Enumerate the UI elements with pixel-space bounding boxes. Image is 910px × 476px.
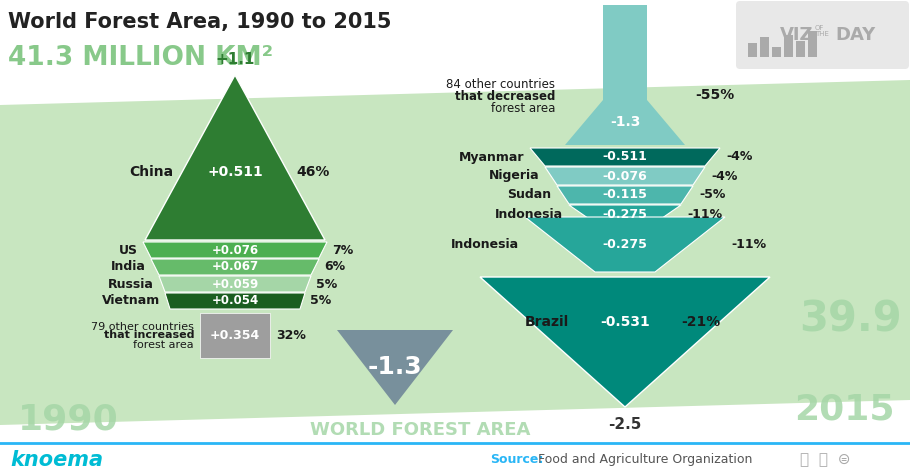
Text: China: China [130, 166, 174, 179]
Polygon shape [565, 100, 685, 145]
Text: 41.3 MILLION KM²: 41.3 MILLION KM² [8, 45, 273, 71]
Bar [784, 35, 793, 57]
Polygon shape [165, 293, 305, 309]
Text: -5%: -5% [699, 188, 725, 201]
Text: Indonesia: Indonesia [495, 208, 563, 220]
Text: 1990: 1990 [18, 403, 118, 437]
Text: -0.076: -0.076 [602, 169, 647, 182]
Text: 5%: 5% [316, 278, 338, 290]
Text: that ​decreased: that ​decreased [455, 90, 555, 103]
Text: +0.511: +0.511 [207, 166, 263, 179]
Text: Myanmar: Myanmar [459, 150, 524, 163]
FancyBboxPatch shape [736, 1, 909, 69]
Text: OF
THE: OF THE [815, 24, 829, 38]
Text: +1.1: +1.1 [216, 52, 255, 67]
Text: Brazil: Brazil [524, 315, 569, 329]
Text: India: India [111, 260, 146, 274]
Polygon shape [0, 80, 910, 425]
Text: knoema: knoema [10, 449, 103, 469]
Text: +0.067: +0.067 [211, 260, 258, 274]
Text: Nigeria: Nigeria [489, 169, 539, 182]
Text: Food and Agriculture Organization: Food and Agriculture Organization [538, 453, 753, 466]
Bar [808, 31, 817, 57]
Text: -21%: -21% [682, 315, 721, 329]
Text: -0.531: -0.531 [600, 315, 650, 329]
Text: 6%: 6% [324, 260, 345, 274]
Text: 32%: 32% [276, 329, 306, 342]
Polygon shape [337, 330, 453, 405]
Bar [772, 47, 781, 57]
Polygon shape [159, 276, 311, 292]
Text: Sudan: Sudan [507, 188, 551, 201]
Text: 7%: 7% [332, 244, 353, 257]
Text: DAY: DAY [835, 26, 875, 44]
Text: 39.9: 39.9 [799, 299, 902, 341]
Text: +0.059: +0.059 [211, 278, 258, 290]
Polygon shape [603, 5, 647, 100]
Text: -1.3: -1.3 [610, 116, 641, 129]
Text: +0.076: +0.076 [211, 244, 258, 257]
Text: Ⓒ  ⓘ  ⊜: Ⓒ ⓘ ⊜ [800, 452, 851, 467]
Text: -0.511: -0.511 [602, 150, 647, 163]
Text: -55%: -55% [695, 88, 734, 102]
Text: -4%: -4% [711, 169, 737, 182]
Polygon shape [525, 217, 725, 272]
Text: 2015: 2015 [794, 393, 895, 427]
Text: -11%: -11% [687, 208, 723, 220]
Text: 5%: 5% [310, 295, 331, 307]
Text: 84 other countries: 84 other countries [446, 79, 555, 91]
Polygon shape [151, 259, 319, 275]
Text: US: US [119, 244, 138, 257]
Polygon shape [143, 242, 327, 258]
Text: forest area: forest area [134, 339, 194, 349]
Polygon shape [557, 186, 693, 204]
Text: Source:: Source: [490, 453, 543, 466]
Text: 79 other countries: 79 other countries [91, 321, 194, 331]
Text: World Forest Area, 1990 to 2015: World Forest Area, 1990 to 2015 [8, 12, 391, 32]
Text: Russia: Russia [108, 278, 154, 290]
Polygon shape [569, 205, 681, 223]
Polygon shape [530, 148, 720, 166]
Text: -0.275: -0.275 [602, 208, 647, 220]
Text: +0.054: +0.054 [211, 295, 258, 307]
Text: -2.5: -2.5 [608, 417, 642, 432]
Text: Vietnam: Vietnam [102, 295, 160, 307]
Text: +0.354: +0.354 [210, 329, 260, 342]
Bar [200, 313, 270, 358]
Text: -4%: -4% [726, 150, 753, 163]
Bar [760, 37, 769, 57]
Bar [0, 443, 910, 476]
Text: -0.275: -0.275 [602, 238, 647, 251]
Text: forest area: forest area [490, 102, 555, 116]
Text: WORLD FOREST AREA: WORLD FOREST AREA [310, 421, 531, 439]
Polygon shape [480, 277, 770, 407]
Polygon shape [145, 75, 325, 240]
Polygon shape [545, 167, 705, 185]
Text: VIZ: VIZ [780, 26, 813, 44]
Text: that ​increased: that ​increased [104, 330, 194, 340]
Text: -11%: -11% [731, 238, 766, 251]
Text: -1.3: -1.3 [368, 356, 422, 379]
Text: 46%: 46% [296, 166, 329, 179]
Bar [796, 41, 805, 57]
Bar [748, 43, 757, 57]
Text: Indonesia: Indonesia [450, 238, 519, 251]
Text: -0.115: -0.115 [602, 188, 647, 201]
